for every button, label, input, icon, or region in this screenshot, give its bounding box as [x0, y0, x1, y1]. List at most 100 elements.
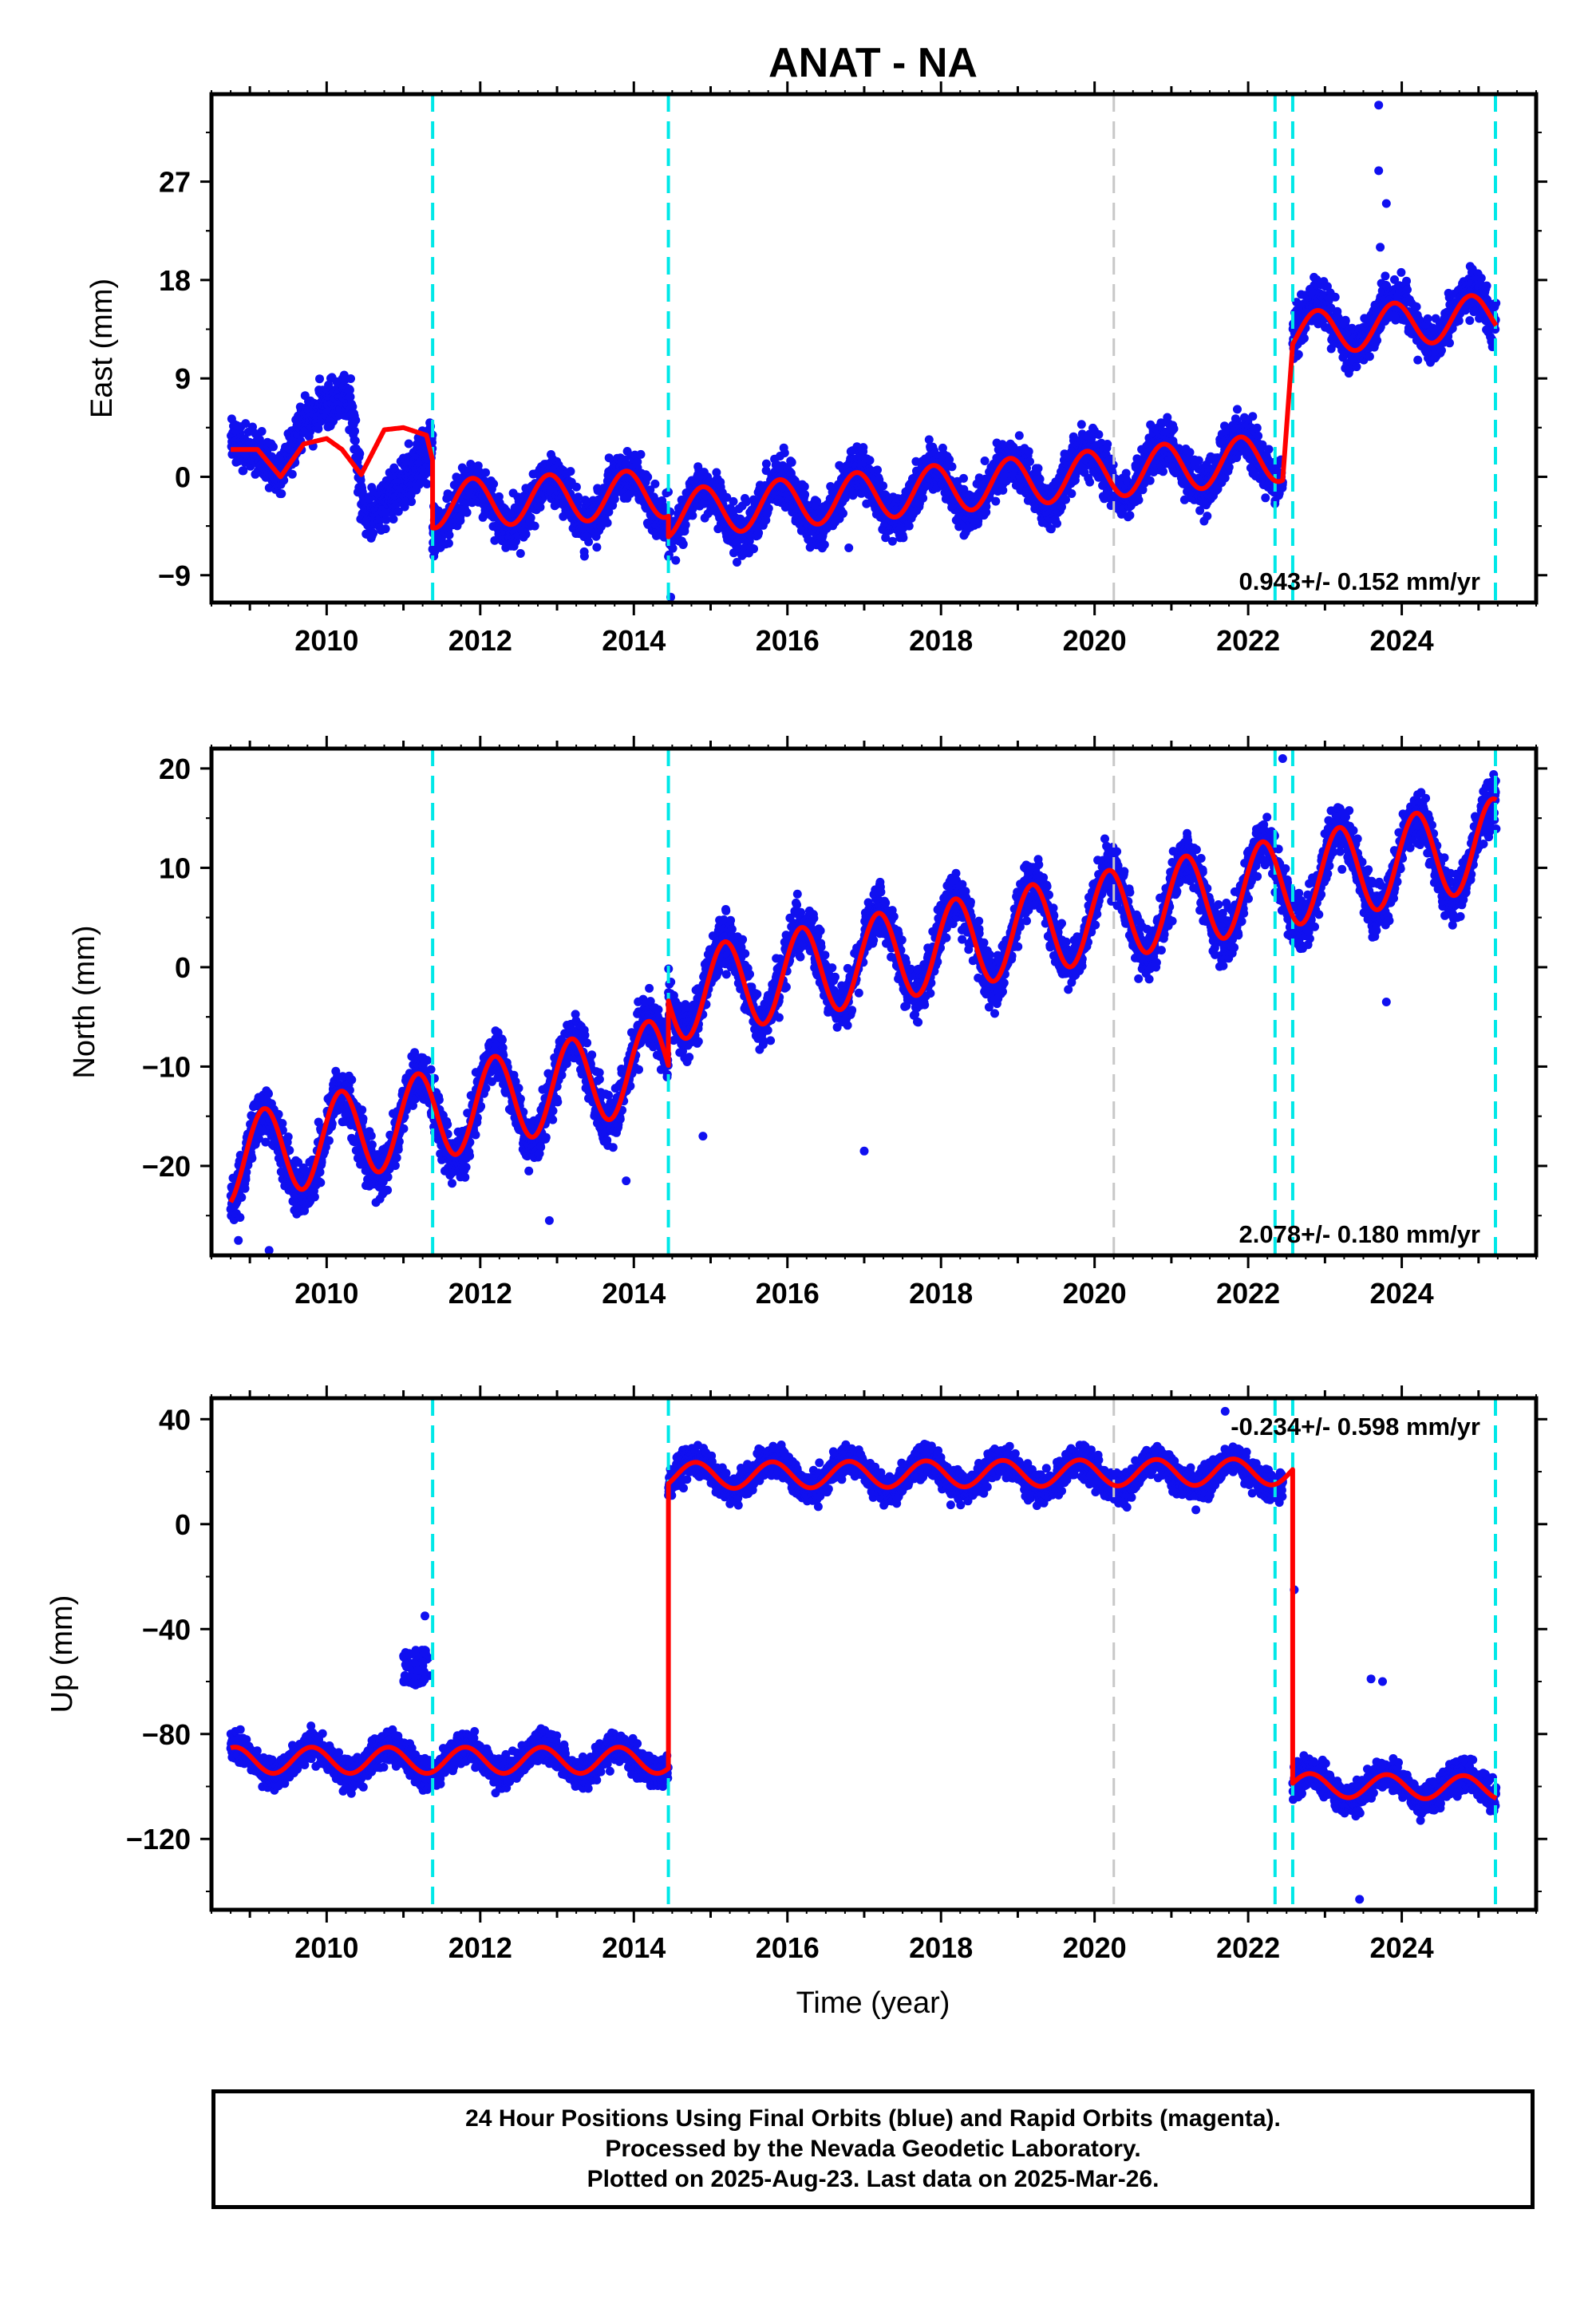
east-data-point — [404, 439, 413, 449]
east-data-point — [393, 507, 403, 516]
east-data-point — [1085, 477, 1095, 487]
east-data-point — [1248, 412, 1258, 421]
east-data-point — [350, 426, 359, 436]
east-data-point — [1294, 350, 1303, 359]
east-data-point — [489, 479, 499, 488]
east-data-point — [1412, 302, 1421, 311]
east-data-point — [241, 419, 251, 429]
east-data-point — [248, 422, 257, 432]
east-data-point — [1094, 430, 1104, 439]
east-data-point — [980, 456, 990, 465]
east-data-point — [678, 539, 688, 549]
east-data-point — [729, 496, 738, 506]
east-data-point — [1352, 362, 1361, 372]
east-data-point — [315, 374, 324, 384]
east-data-point — [1103, 440, 1112, 449]
east-data-point — [314, 424, 323, 433]
east-data-point — [1014, 431, 1024, 441]
east-data-point — [239, 466, 248, 476]
east-data-point — [873, 465, 882, 475]
east-data-point — [764, 504, 773, 513]
east-data-point — [1233, 405, 1242, 414]
east-data-point — [959, 473, 968, 483]
east-data-point — [887, 536, 897, 546]
east-data-point — [1053, 519, 1061, 528]
east-data-point — [346, 392, 355, 401]
east-data-point — [490, 536, 500, 545]
east-data-point — [351, 416, 361, 425]
east-data-point — [787, 457, 796, 467]
east-data-point — [1252, 423, 1262, 433]
east-data-point — [444, 530, 454, 539]
east-data-point — [1159, 467, 1167, 476]
east-data-point — [346, 374, 355, 383]
east-data-point — [257, 427, 267, 436]
east-data-points — [227, 101, 1501, 602]
east-data-point — [991, 496, 1001, 506]
east-data-point — [800, 482, 809, 492]
east-data-point — [345, 385, 354, 395]
east-data-point — [444, 539, 453, 548]
east-data-point — [348, 402, 358, 412]
east-data-point — [1185, 448, 1195, 457]
east-data-point — [1169, 424, 1179, 433]
east-data-point — [516, 549, 525, 558]
east-data-point — [1077, 420, 1086, 429]
east-data-point — [566, 467, 575, 476]
east-data-point — [1341, 316, 1350, 326]
east-data-point — [526, 513, 535, 523]
east-data-point — [947, 462, 957, 472]
east-data-point — [468, 498, 477, 508]
east-data-point — [1402, 276, 1411, 286]
east-data-point — [579, 551, 589, 561]
east-data-point — [456, 516, 465, 525]
east-data-point — [1381, 271, 1390, 281]
east-data-point — [1299, 334, 1309, 343]
east-data-point — [530, 521, 539, 531]
east-data-point — [681, 520, 690, 530]
east-data-point — [820, 540, 829, 549]
east-data-point — [1203, 512, 1212, 521]
east-data-point — [1264, 445, 1274, 454]
east-data-point — [381, 515, 391, 524]
east-plot-area — [227, 94, 1501, 603]
east-data-point — [1413, 355, 1423, 365]
east-data-point — [780, 449, 789, 457]
east-data-point — [650, 479, 660, 488]
east-data-point — [592, 543, 602, 552]
east-data-point — [1035, 474, 1045, 484]
east-data-point — [355, 449, 365, 458]
east-data-point — [899, 533, 908, 543]
east-data-point — [671, 555, 681, 565]
east-data-point — [369, 528, 378, 538]
east-data-point — [800, 490, 810, 500]
east-data-point — [636, 449, 646, 459]
east-data-point — [1024, 447, 1033, 456]
east-data-point — [1125, 511, 1135, 520]
east-data-point — [1134, 496, 1144, 504]
east-data-point — [1330, 292, 1340, 302]
east-data-point — [481, 468, 490, 477]
east-data-point — [350, 436, 360, 445]
east-data-point — [389, 515, 398, 524]
east-data-point — [462, 508, 472, 517]
east-data-point — [1145, 476, 1155, 485]
east-data-point — [1373, 336, 1382, 345]
chart-title: ANAT - NA — [768, 40, 978, 86]
east-data-point — [879, 481, 888, 491]
east-data-point — [381, 524, 390, 534]
east-data-point — [1067, 489, 1077, 498]
east-data-point — [422, 480, 432, 488]
east-data-point — [1396, 267, 1406, 277]
east-data-point — [1025, 456, 1034, 466]
east-data-point — [381, 508, 390, 518]
east-data-point — [407, 497, 417, 507]
east-data-point — [859, 443, 868, 453]
east-data-point — [1261, 493, 1270, 503]
east-data-point — [839, 508, 847, 518]
east-data-point — [571, 482, 581, 492]
east-data-point — [1033, 464, 1043, 473]
east-panel: 2010 2012 2014 2016 2018 2020 2022 2024−9091827… — [85, 81, 1547, 657]
east-data-point — [1194, 456, 1203, 465]
east-data-point — [602, 518, 612, 528]
